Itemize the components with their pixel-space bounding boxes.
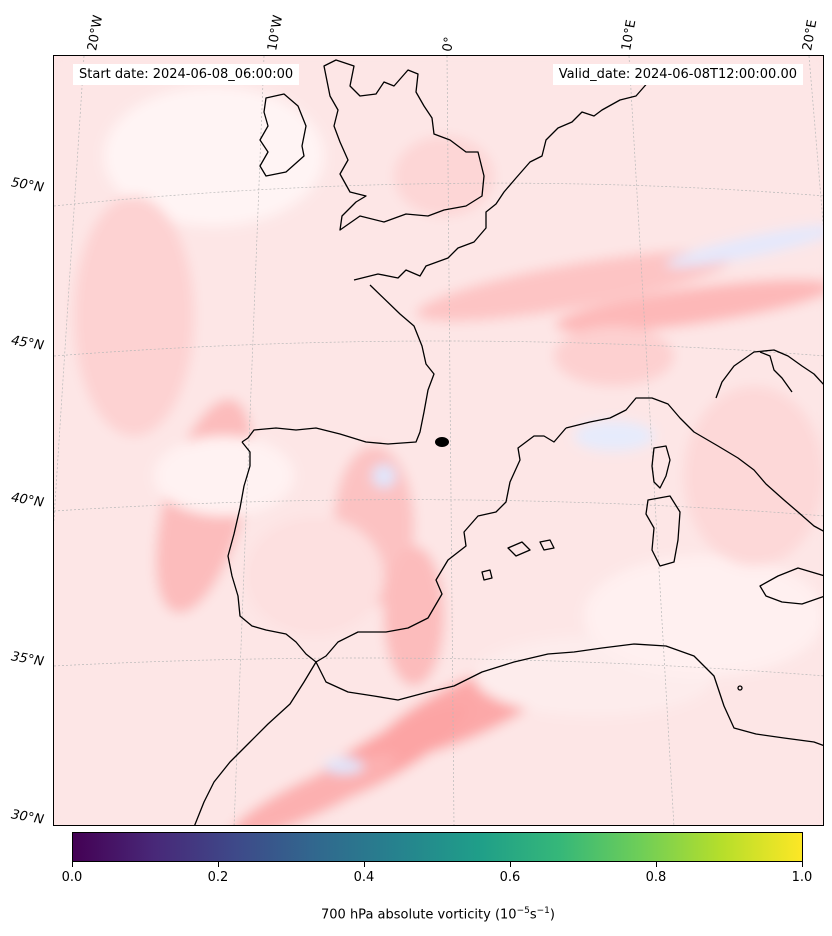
- colorbar-label-4: 0.8: [645, 870, 667, 885]
- colorbar-label-1: 0.2: [207, 870, 229, 885]
- colorbar-label-2: 0.4: [353, 870, 375, 885]
- lat-label-30n: 30°N: [9, 807, 45, 828]
- colorbar-tick-3: [510, 862, 511, 867]
- coastlines: [194, 59, 823, 825]
- lon-label-20e: 20°E: [800, 18, 821, 53]
- lat-label-50n: 50°N: [9, 175, 45, 196]
- lat-label-40n: 40°N: [9, 490, 45, 511]
- lon-label-10w: 10°W: [265, 14, 287, 53]
- colorbar-label-3: 0.6: [499, 870, 521, 885]
- valid-date-label: Valid_date: 2024-06-08T12:00:00.00: [552, 64, 803, 85]
- lon-label-10e: 10°E: [619, 18, 640, 53]
- colorbar: [72, 832, 803, 862]
- lon-label-20w: 20°W: [85, 14, 107, 53]
- location-marker: [435, 437, 449, 447]
- lat-label-35n: 35°N: [9, 649, 45, 670]
- colorbar-tick-1: [218, 862, 219, 867]
- colorbar-label-5: 1.0: [791, 870, 813, 885]
- vorticity-map: [54, 56, 823, 825]
- colorbar-tick-2: [364, 862, 365, 867]
- vorticity-field: [54, 56, 823, 825]
- lon-label-0: 0°: [440, 35, 458, 53]
- graticule: [54, 56, 823, 825]
- colorbar-title: 700 hPa absolute vorticity (10−5s−1): [321, 906, 555, 923]
- colorbar-tick-4: [656, 862, 657, 867]
- colorbar-tick-5: [802, 862, 803, 867]
- colorbar-tick-0: [72, 862, 73, 867]
- colorbar-label-0: 0.0: [61, 870, 83, 885]
- map-panel[interactable]: Start date: 2024-06-08_06:00:00 Valid_da…: [53, 55, 824, 826]
- start-date-label: Start date: 2024-06-08_06:00:00: [73, 64, 300, 85]
- lat-label-45n: 45°N: [9, 333, 45, 354]
